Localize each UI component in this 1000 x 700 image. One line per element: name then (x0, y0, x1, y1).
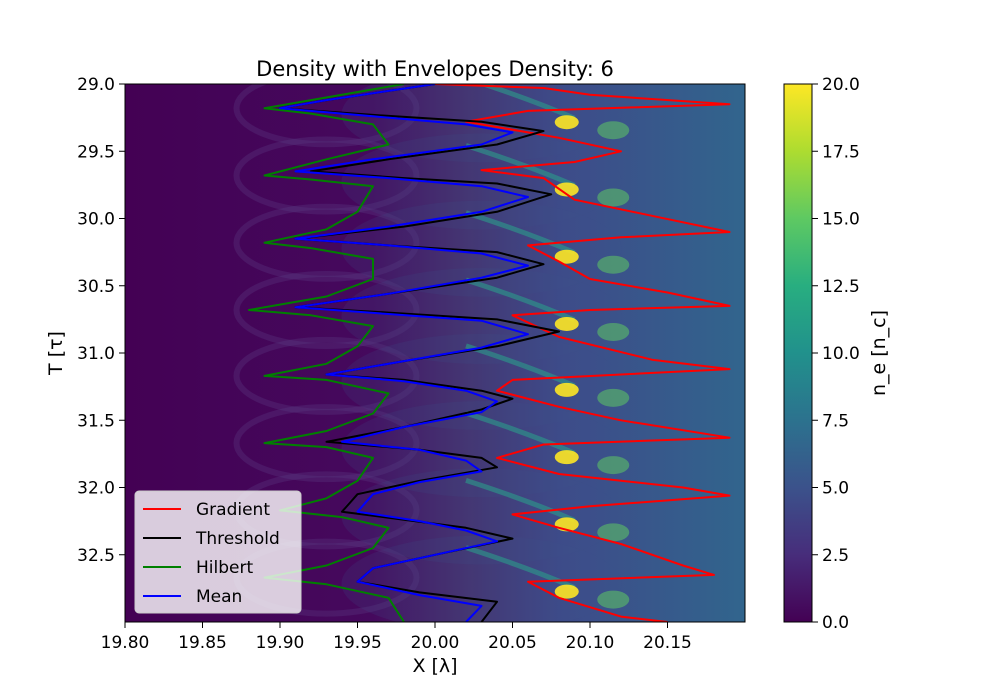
y-tick-label: 31.0 (77, 344, 115, 364)
density-peak (554, 316, 579, 331)
x-tick-label: 19.80 (101, 633, 150, 653)
x-axis-label: X [λ] (412, 655, 457, 677)
colorbar-tick-label: 10.0 (822, 344, 860, 364)
density-streak (475, 84, 576, 121)
density-peak (554, 450, 579, 465)
colorbar-tick-label: 20.0 (822, 75, 860, 95)
ripple-arc (233, 203, 420, 282)
x-axis: 19.80 19.85 19.90 19.95 20.00 20.05 20.10 20.15 (101, 622, 692, 653)
ripple-glow (341, 133, 622, 230)
y-tick-label: 31.5 (77, 411, 115, 431)
density-shoulder (597, 121, 630, 140)
colorbar-tick-label: 2.5 (822, 546, 849, 566)
ripple-arc (233, 84, 420, 148)
legend-label-mean: Mean (196, 587, 242, 607)
colorbar-tick-label: 17.5 (822, 142, 860, 162)
legend-box (134, 490, 302, 614)
density-peak (554, 584, 579, 599)
density-shoulder (597, 590, 630, 609)
envelope-lines (248, 84, 731, 622)
ripple-arc (233, 136, 420, 215)
y-axis-label: T [τ] (45, 331, 67, 376)
x-tick-label: 19.85 (178, 633, 227, 653)
colorbar-tick-label: 5.0 (822, 479, 849, 499)
density-streak (465, 477, 576, 523)
colorbar-strip (783, 83, 813, 623)
series-line-hilbert (248, 84, 405, 622)
y-tick-label: 30.5 (77, 277, 115, 297)
ripple-arc (233, 404, 420, 483)
density-peak (554, 115, 579, 130)
ripple-arc (233, 270, 420, 349)
density-shoulder (597, 388, 630, 407)
legend-label-gradient: Gradient (196, 500, 270, 520)
y-tick-label: 30.0 (77, 210, 115, 230)
ripple-glow (341, 267, 622, 364)
ripple-glow (341, 84, 622, 163)
y-tick-label: 32.5 (77, 546, 115, 566)
x-tick-label: 20.15 (643, 633, 692, 653)
legend-label-hilbert: Hilbert (196, 558, 253, 578)
colorbar-tick-label: 15.0 (822, 210, 860, 230)
colorbar: 0.0 2.5 5.0 7.5 10.0 12.5 15.0 17.5 20.0 n_e [n_… (783, 75, 890, 633)
colorbar-label: n_e [n_c] (868, 310, 890, 396)
x-tick-label: 20.00 (411, 633, 460, 653)
legend-label-threshold: Threshold (195, 529, 280, 549)
y-tick-label: 32.0 (77, 479, 115, 499)
ripple-arc (233, 336, 420, 415)
chart-title: Density with Envelopes Density: 6 (256, 57, 614, 81)
density-hotspots (465, 84, 630, 609)
ripple-glow (341, 535, 622, 622)
density-peak (554, 182, 579, 197)
x-tick-label: 20.10 (566, 633, 615, 653)
density-streak (465, 210, 576, 256)
y-axis: 29.0 29.5 30.0 30.5 31.0 31.5 32.0 32.5 (77, 75, 125, 566)
density-streak (465, 545, 576, 590)
density-peak (554, 382, 579, 397)
x-tick-label: 20.05 (488, 633, 537, 653)
density-shoulder (597, 322, 630, 341)
density-streak (465, 277, 576, 323)
ripple-glow (341, 468, 622, 565)
density-shoulder (597, 255, 630, 274)
legend: Gradient Threshold Hilbert Mean (134, 490, 302, 614)
density-streak (465, 410, 576, 456)
colorbar-tick-label: 12.5 (822, 277, 860, 297)
x-tick-label: 19.90 (256, 633, 305, 653)
density-shoulder (597, 188, 630, 207)
density-shoulder (597, 523, 630, 542)
colorbar-tick-label: 0.0 (822, 613, 849, 633)
y-tick-label: 29.5 (77, 142, 115, 162)
x-tick-label: 19.95 (333, 633, 382, 653)
plot-area (125, 84, 745, 622)
colorbar-tick-label: 7.5 (822, 411, 849, 431)
density-shoulder (597, 456, 630, 475)
series-line-mean (279, 84, 529, 622)
density-peak (554, 249, 579, 264)
y-tick-label: 29.0 (77, 75, 115, 95)
